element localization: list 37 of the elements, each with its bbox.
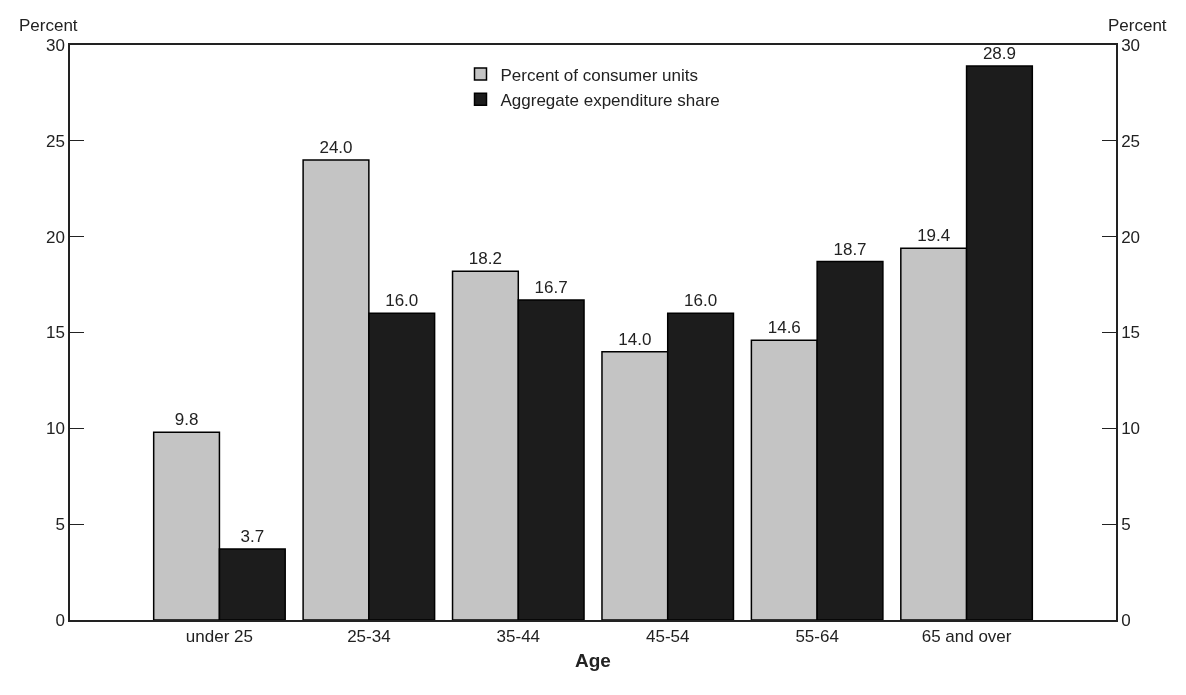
y-tick-label: 20	[45, 227, 65, 247]
data-label: 18.2	[468, 249, 502, 269]
data-label: 24.0	[319, 138, 353, 157]
data-label: 9.8	[174, 410, 199, 430]
x-tick-label: under 25	[185, 627, 253, 647]
data-label: 16.0	[385, 291, 419, 311]
data-label: 19.4	[917, 226, 951, 246]
y-tick-label: 30	[45, 35, 65, 55]
x-tick-label: 25-34	[347, 627, 391, 647]
y-tick-label: 5	[55, 515, 65, 535]
x-tick-label: 45-54	[645, 627, 690, 647]
data-label: 14.6	[767, 318, 801, 338]
data-label: 28.9	[982, 44, 1016, 64]
x-tick-label: 55-64	[795, 627, 839, 647]
data-label: 16.0	[684, 291, 718, 311]
y-tick-label: 10	[45, 419, 65, 439]
y2-axis-title: Percent	[1108, 16, 1167, 35]
legend-label: Percent of consumer units	[500, 65, 698, 85]
legend-label: Aggregate expenditure share	[500, 90, 720, 110]
data-label: 16.7	[534, 277, 568, 297]
y-tick-label: 25	[45, 131, 65, 151]
y2-tick-label: 0	[1121, 610, 1131, 630]
data-label: 14.0	[618, 329, 652, 349]
data-label: 18.7	[833, 239, 867, 259]
y2-tick-label: 20	[1121, 227, 1141, 247]
y-axis-title: Percent	[19, 16, 78, 35]
y-tick-label: 15	[45, 323, 65, 343]
y2-tick-label: 10	[1121, 419, 1141, 439]
y2-tick-label: 15	[1121, 323, 1141, 343]
data-label: 3.7	[240, 527, 265, 547]
y2-tick-label: 25	[1121, 131, 1141, 151]
y-tick-label: 0	[55, 610, 65, 630]
y2-tick-label: 5	[1121, 515, 1131, 535]
x-tick-label: 65 and over	[921, 627, 1012, 647]
x-tick-label: 35-44	[496, 627, 541, 647]
x-axis-title: Age	[575, 649, 611, 671]
y2-tick-label: 30	[1121, 35, 1141, 55]
